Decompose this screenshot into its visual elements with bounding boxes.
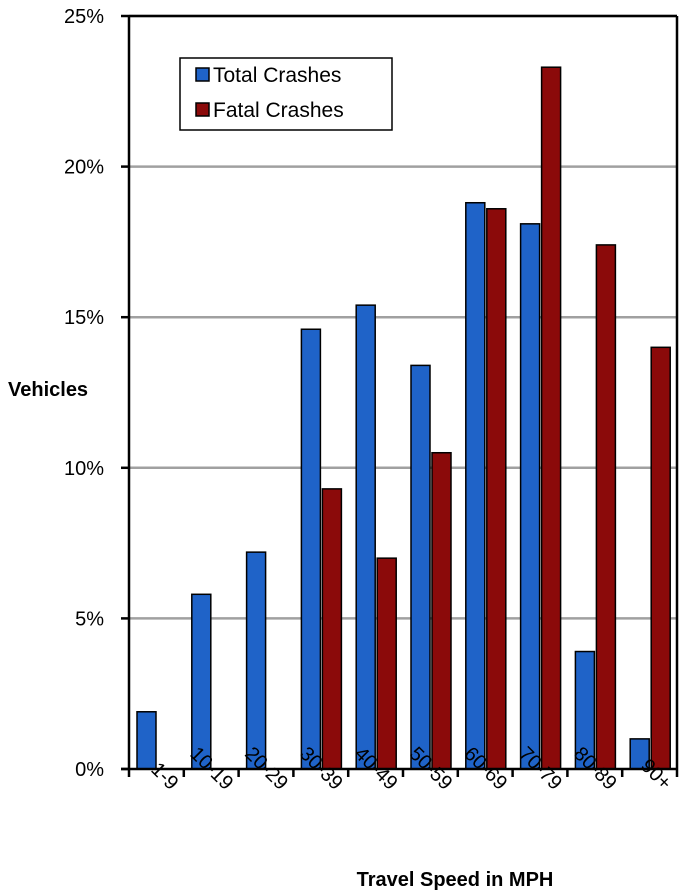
legend-label-fatal: Fatal Crashes: [213, 99, 344, 122]
bar-fatal-40-49: [376, 557, 397, 770]
legend-swatch-fatal: [195, 102, 210, 117]
y-tick-label: 10%: [64, 458, 104, 480]
y-tick-labels: 0% 5% 10% 15% 20% 25%: [64, 6, 104, 781]
y-axis-title: Vehicles: [8, 379, 88, 401]
y-tick-label: 0%: [75, 759, 104, 781]
bar-total-70-79: [519, 223, 541, 770]
bar-fatal-90+: [650, 346, 671, 770]
bar-fatal-50-59: [431, 451, 452, 770]
axes: [121, 14, 679, 777]
bar-fatal-60-69: [486, 208, 507, 770]
y-tick-label: 25%: [64, 6, 104, 28]
y-tick-label: 15%: [64, 307, 104, 329]
bar-total-60-69: [465, 201, 486, 770]
x-axis-title: Travel Speed in MPH: [357, 869, 554, 891]
bar-fatal-30-39: [321, 488, 343, 770]
legend-swatch-total: [195, 67, 210, 82]
bar-total-40-49: [355, 304, 376, 770]
legend: Total Crashes Fatal Crashes: [179, 57, 393, 131]
y-tick-label: 5%: [75, 608, 104, 630]
bar-total-1-9: [136, 711, 157, 770]
bar-total-30-39: [300, 328, 322, 770]
legend-label-total: Total Crashes: [213, 64, 341, 87]
bar-fatal-80-89: [595, 244, 617, 770]
legend-box: [179, 57, 393, 131]
bar-total-50-59: [410, 364, 431, 770]
bar-total-20-29: [245, 551, 267, 770]
y-tick-label: 20%: [64, 157, 104, 179]
bar-fatal-70-79: [540, 66, 562, 770]
bars: [136, 66, 671, 770]
